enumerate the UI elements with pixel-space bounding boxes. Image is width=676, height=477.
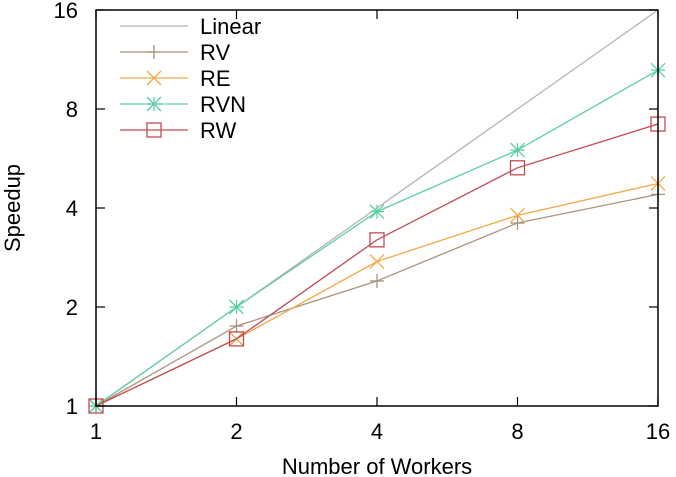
data-point-rw <box>228 331 245 347</box>
legend-entry-rw: RW <box>120 118 236 143</box>
plot-series-layer <box>88 9 666 414</box>
x-tick-label: 8 <box>511 419 523 444</box>
y-tick-label: 4 <box>66 196 78 221</box>
legend-marker <box>146 70 162 86</box>
axis-ticks: 1 2 4 8 16 1 2 4 8 16 <box>54 0 671 444</box>
series-line-rvn <box>95 69 659 407</box>
series-line-rv <box>95 193 659 407</box>
legend-entry-re: RE <box>120 66 231 91</box>
data-point-rvn <box>510 142 525 158</box>
x-tick-label: 2 <box>230 419 242 444</box>
legend-entry-rvn: RVN <box>120 92 246 117</box>
legend-label: RV <box>200 40 230 65</box>
series-rv <box>89 187 665 413</box>
legend-label: RW <box>200 118 236 143</box>
legend-label: RVN <box>200 92 246 117</box>
legend-label: RE <box>200 66 231 91</box>
legend-entry-linear: Linear <box>120 14 261 39</box>
y-tick-label: 2 <box>66 295 78 320</box>
x-tick-label: 16 <box>646 419 670 444</box>
series-line-rw <box>95 123 659 407</box>
y-axis-label: Speedup <box>0 164 25 252</box>
data-point-rv <box>229 319 244 334</box>
x-tick-label: 4 <box>371 419 383 444</box>
y-tick-label: 1 <box>66 394 78 419</box>
legend-marker <box>146 96 162 112</box>
data-point-rvn <box>229 299 244 315</box>
data-point-rvn <box>369 204 385 220</box>
data-point-re <box>510 207 525 223</box>
legend-label: Linear <box>200 14 261 39</box>
x-axis-label: Number of Workers <box>282 454 472 477</box>
data-point-re <box>369 254 385 269</box>
legend-entry-rv: RV <box>120 40 230 65</box>
data-point-rw <box>509 160 526 176</box>
y-tick-label: 16 <box>54 0 78 23</box>
legend-marker <box>146 122 162 138</box>
y-tick-label: 8 <box>66 97 78 122</box>
data-point-rv <box>370 273 384 288</box>
legend-marker <box>147 45 161 59</box>
data-point-rw <box>369 232 385 248</box>
x-tick-label: 1 <box>90 419 102 444</box>
data-point-rv <box>510 216 525 231</box>
series-rw <box>88 116 666 414</box>
